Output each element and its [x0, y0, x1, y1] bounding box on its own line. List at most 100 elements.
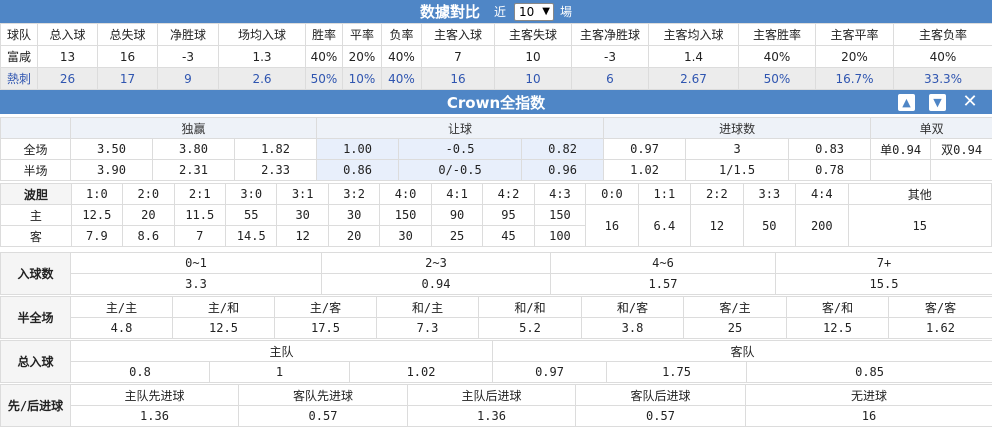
- odds-cell[interactable]: 100: [533, 225, 587, 247]
- odds-cell[interactable]: 12: [276, 225, 329, 247]
- odds-cell[interactable]: 150: [379, 204, 432, 226]
- team-name[interactable]: 熱刺: [0, 67, 38, 90]
- scroll-down-icon[interactable]: ▼: [929, 94, 946, 111]
- odds-cell[interactable]: 14.5: [224, 225, 278, 247]
- odds-cell[interactable]: 30: [276, 204, 329, 226]
- col-header: 主客均入球: [648, 23, 739, 46]
- scroll-up-icon[interactable]: ▲: [898, 94, 915, 111]
- odds-cell[interactable]: 1.82: [233, 138, 318, 160]
- odds-cell[interactable]: 20: [122, 204, 175, 226]
- odds-cell[interactable]: 95: [482, 204, 535, 226]
- odds-cell[interactable]: 0.83: [788, 138, 872, 160]
- odds-cell[interactable]: 1.57: [550, 273, 776, 295]
- odds-cell[interactable]: 15: [847, 204, 992, 247]
- odds-cell[interactable]: 3.50: [70, 138, 153, 160]
- odds-cell[interactable]: 15.5: [775, 273, 992, 295]
- odds-cell[interactable]: 7.9: [70, 225, 124, 247]
- odds-cell[interactable]: 1.00: [316, 138, 400, 160]
- odds-cell[interactable]: 200: [795, 204, 849, 247]
- odds-cell[interactable]: 0.97: [603, 138, 687, 160]
- odds-cell[interactable]: 7.3: [376, 317, 479, 339]
- odds-cell[interactable]: 30: [327, 204, 381, 226]
- stat-cell: 2.67: [648, 67, 739, 90]
- odds-cell[interactable]: 25: [430, 225, 484, 247]
- section-label: 总入球: [0, 340, 71, 383]
- score-header: 1:1: [637, 183, 692, 205]
- odds-cell[interactable]: 2.31: [152, 159, 235, 181]
- team-name[interactable]: 富咸: [0, 45, 38, 68]
- odds-cell[interactable]: 单0.94: [870, 138, 932, 160]
- col-header: 主客净胜球: [571, 23, 649, 46]
- total-goals-table: 入球数 0~1 2~3 4~6 7+ 3.3 0.94 1.57 15.5: [0, 252, 992, 295]
- odds-cell[interactable]: 3.90: [70, 159, 153, 181]
- corner-cell: [0, 117, 71, 139]
- odds-cell[interactable]: 3.8: [581, 317, 684, 339]
- matches-label: 場: [560, 5, 573, 19]
- odds-cell[interactable]: 5.2: [478, 317, 582, 339]
- odds-cell[interactable]: 0.82: [521, 138, 605, 160]
- odds-cell[interactable]: 4.8: [70, 317, 173, 339]
- odds-cell[interactable]: 50: [742, 204, 797, 247]
- odds-cell[interactable]: 0.94: [321, 273, 551, 295]
- odds-cell[interactable]: 1.62: [888, 317, 992, 339]
- odds-cell[interactable]: 3.80: [152, 138, 235, 160]
- odds-cell[interactable]: 1.02: [603, 159, 687, 181]
- odds-cell[interactable]: 17.5: [274, 317, 377, 339]
- odds-cell[interactable]: [870, 159, 932, 181]
- col-header: 球队: [0, 23, 38, 46]
- section-label: 入球数: [0, 252, 71, 295]
- odds-cell[interactable]: 90: [430, 204, 484, 226]
- odds-cell[interactable]: 2.33: [233, 159, 318, 181]
- odds-cell[interactable]: 0.57: [575, 405, 746, 427]
- odds-cell[interactable]: 6.4: [637, 204, 692, 247]
- stat-cell: 50%: [305, 67, 343, 90]
- odds-cell[interactable]: 1.36: [407, 405, 576, 427]
- odds-cell[interactable]: 0.85: [746, 361, 992, 383]
- odds-cell[interactable]: [930, 159, 992, 181]
- first-last-values-row: 1.36 0.57 1.36 0.57 16: [1, 405, 992, 427]
- option-header: 客队后进球: [575, 384, 746, 406]
- close-icon[interactable]: ✕: [962, 91, 978, 112]
- option-header: 和/客: [581, 296, 684, 318]
- odds-cell[interactable]: 0.8: [70, 361, 210, 383]
- stat-cell: 16: [421, 67, 495, 90]
- odds-cell[interactable]: 16: [585, 204, 639, 247]
- odds-cell[interactable]: 1.02: [348, 361, 494, 383]
- odds-cell[interactable]: 0.86: [316, 159, 400, 181]
- stats-title: 数據對比: [419, 3, 480, 21]
- odds-cell[interactable]: 12.5: [70, 204, 124, 226]
- col-header: 总失球: [97, 23, 158, 46]
- odds-cell[interactable]: 8.6: [122, 225, 175, 247]
- odds-cell[interactable]: 0.97: [492, 361, 608, 383]
- odds-cell[interactable]: 双0.94: [930, 138, 992, 160]
- option-header: 主队先进球: [70, 384, 239, 406]
- score-header: 4:3: [533, 183, 587, 205]
- odds-cell[interactable]: 12: [690, 204, 744, 247]
- odds-cell[interactable]: 11.5: [173, 204, 227, 226]
- odds-cell[interactable]: 16: [745, 405, 992, 427]
- odds-cell[interactable]: 20: [327, 225, 381, 247]
- odds-cell[interactable]: 12.5: [786, 317, 889, 339]
- col-header: 胜率: [305, 23, 343, 46]
- odds-cell[interactable]: 25: [683, 317, 787, 339]
- odds-cell[interactable]: 0.96: [521, 159, 605, 181]
- stat-cell: 7: [421, 45, 495, 68]
- odds-cell[interactable]: 12.5: [172, 317, 275, 339]
- range-header: 0~1: [70, 252, 322, 274]
- match-count-select[interactable]: 10 ▼: [514, 2, 554, 21]
- odds-cell[interactable]: 0.57: [238, 405, 408, 427]
- col-header: 主客入球: [421, 23, 495, 46]
- odds-cell[interactable]: 45: [482, 225, 535, 247]
- odds-cell[interactable]: 150: [533, 204, 587, 226]
- odds-cell[interactable]: 55: [224, 204, 278, 226]
- option-header: 和/和: [478, 296, 582, 318]
- odds-cell[interactable]: 3.3: [70, 273, 322, 295]
- score-header: 0:0: [585, 183, 639, 205]
- odds-cell[interactable]: 1.36: [70, 405, 239, 427]
- score-header: 2:1: [173, 183, 227, 205]
- stat-cell: 20%: [815, 45, 894, 68]
- odds-cell[interactable]: 30: [379, 225, 432, 247]
- odds-cell[interactable]: 0.78: [788, 159, 872, 181]
- odds-cell[interactable]: 7: [173, 225, 227, 247]
- stat-cell: 40%: [738, 45, 816, 68]
